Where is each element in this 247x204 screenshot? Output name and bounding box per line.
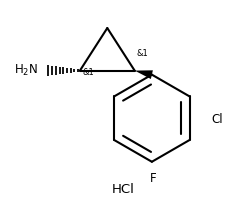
Text: &1: &1 — [136, 49, 148, 58]
Text: H$_2$N: H$_2$N — [14, 63, 38, 78]
Text: F: F — [150, 172, 156, 185]
Text: HCl: HCl — [112, 183, 135, 196]
Text: &1: &1 — [83, 68, 95, 77]
Polygon shape — [135, 70, 153, 79]
Text: Cl: Cl — [212, 113, 223, 126]
